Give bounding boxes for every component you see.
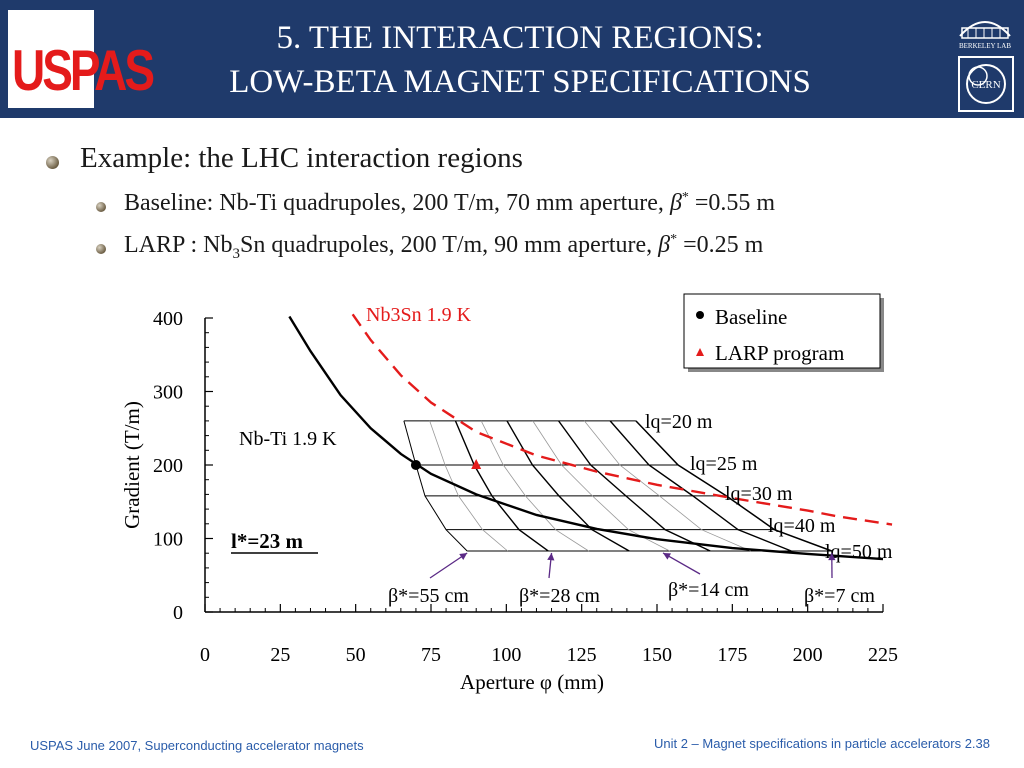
beta-arrowhead <box>663 552 672 560</box>
bullet-sub2-icon <box>96 244 106 254</box>
slide-title-line1: 5. THE INTERACTION REGIONS: <box>276 20 764 56</box>
x-tick-label: 225 <box>868 644 898 666</box>
gradient-level-label: lq=25 m <box>690 453 758 475</box>
x-tick-label: 175 <box>717 644 747 666</box>
beta-symbol: β <box>669 190 682 216</box>
bullet-sub1-icon <box>96 202 106 212</box>
beta-arrowhead <box>459 552 468 560</box>
bullet-sub2-value: =0.25 m <box>677 232 764 258</box>
subscript-3: 3 <box>232 245 240 262</box>
beta-curve <box>480 420 589 552</box>
beta-curve <box>429 420 508 552</box>
beta-curve <box>584 420 751 552</box>
legend-baseline-marker <box>696 311 704 319</box>
x-tick-label: 150 <box>642 644 672 666</box>
legend-baseline-label: Baseline <box>715 305 787 329</box>
bullet-main: Example: the LHC interaction regions <box>80 142 523 174</box>
header-bar: USPAS 5. THE INTERACTION REGIONS: LOW-BE… <box>0 0 1024 118</box>
bullet-sub2: LARP : Nb3Sn quadrupoles, 200 T/m, 90 mm… <box>124 232 763 263</box>
beta-symbol: β <box>658 232 671 258</box>
uspas-logo-text: USPAS <box>12 37 155 103</box>
cern-logo-text: CERN <box>971 79 1000 91</box>
beta-label: β*=7 cm <box>804 585 875 607</box>
beta-curve <box>609 420 792 552</box>
bullet-sub2-text: LARP : Nb <box>124 232 233 258</box>
beta-arrow <box>429 552 468 579</box>
y-tick-label: 200 <box>153 455 183 477</box>
legend-larp-label: LARP program <box>715 341 844 365</box>
x-tick-label: 125 <box>567 644 597 666</box>
footer-unit: Unit 2 – Magnet specifications in partic… <box>653 736 990 751</box>
chart-axes: 0 100 200 300 400 0 25 50 75 100 125 150 175 200 225 Ap… <box>120 308 898 694</box>
x-tick-label: 50 <box>346 644 366 666</box>
bullet-main-icon <box>46 156 59 169</box>
fan-left-boundary <box>403 420 468 552</box>
footer-course: USPAS June 2007, Superconducting acceler… <box>30 738 364 753</box>
berkeley-lab-logo: BERKELEY LAB <box>959 21 1011 50</box>
larp-point <box>471 459 482 469</box>
slide-title-line2: LOW-BETA MAGNET SPECIFICATIONS <box>229 64 811 100</box>
uspas-logo: USPAS <box>8 10 155 108</box>
beta-curve <box>557 420 711 552</box>
bullet-sub1-value: =0.55 m <box>688 190 776 216</box>
nb3sn-curve <box>351 313 893 526</box>
gradient-level-label: lq=40 m <box>768 515 836 537</box>
chart-labels: lq=20 m lq=25 m lq=30 m lq=40 m lq=50 m Nb-Ti… <box>231 304 893 607</box>
legend-larp-marker <box>696 348 704 356</box>
beta-label: β*=14 cm <box>668 579 749 601</box>
y-tick-label: 300 <box>153 382 183 404</box>
cern-logo: CERN <box>958 56 1014 112</box>
bullet-sub2-text-mid: Sn quadrupoles, 200 T/m, 90 mm aperture, <box>239 232 659 258</box>
beta-arrowhead <box>828 552 836 561</box>
beta-arrowhead <box>547 552 555 561</box>
gradient-level-label: lq=30 m <box>725 483 793 505</box>
x-tick-label: 75 <box>421 644 441 666</box>
bullet-sub1-text: Baseline: Nb-Ti quadrupoles, 200 T/m, 70… <box>124 190 670 216</box>
berkeley-lab-text: BERKELEY LAB <box>959 42 1011 50</box>
star-symbol: * <box>681 190 689 205</box>
nbti-curve-label: Nb-Ti 1.9 K <box>239 428 337 450</box>
y-tick-label: 400 <box>153 308 183 330</box>
x-tick-label: 200 <box>793 644 823 666</box>
nb3sn-curve-label: Nb3Sn 1.9 K <box>366 304 472 326</box>
x-axis-label: Aperture φ (mm) <box>460 670 604 694</box>
beta-curve <box>454 420 549 552</box>
x-tick-label: 0 <box>200 644 210 666</box>
chart-series <box>288 313 893 561</box>
y-axis-label: Gradient (T/m) <box>120 401 144 529</box>
chart-legend: Baseline LARP program <box>683 293 884 372</box>
lstar-annotation: l*=23 m <box>231 529 304 553</box>
star-symbol: * <box>670 232 678 247</box>
x-tick-label: 100 <box>491 644 521 666</box>
baseline-point <box>410 460 421 470</box>
beta-curve <box>532 420 670 552</box>
x-tick-label: 25 <box>270 644 290 666</box>
gradient-level-label: lq=50 m <box>825 541 893 563</box>
beta-label: β*=28 cm <box>519 585 600 607</box>
nbti-curve <box>288 315 884 561</box>
bullet-sub1: Baseline: Nb-Ti quadrupoles, 200 T/m, 70… <box>124 190 775 217</box>
gradient-level-label: lq=20 m <box>645 411 713 433</box>
beta-label: β*=55 cm <box>388 585 469 607</box>
y-tick-label: 100 <box>153 529 183 551</box>
y-tick-label: 0 <box>173 602 183 624</box>
